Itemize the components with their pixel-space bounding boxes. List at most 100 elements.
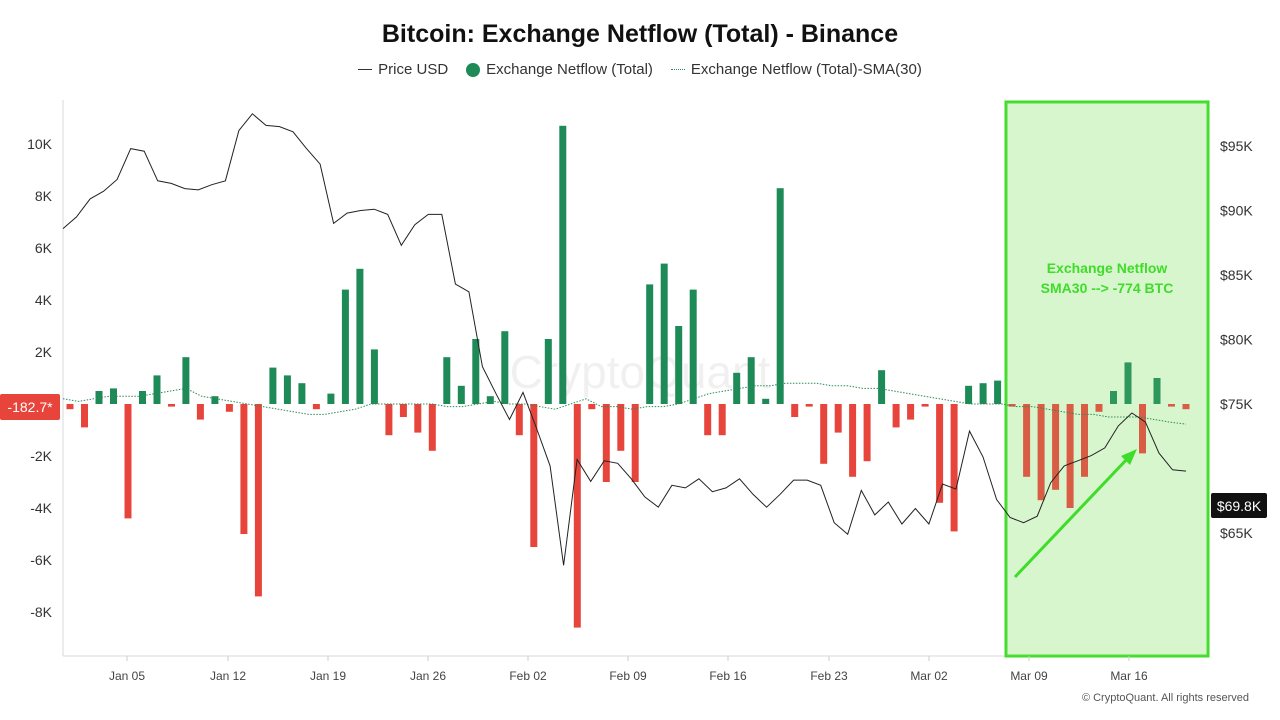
- netflow-bar: [617, 404, 625, 451]
- netflow-bar: [559, 125, 567, 405]
- netflow-bar: [820, 404, 828, 464]
- legend-label-sma: Exchange Netflow (Total)-SMA(30): [690, 61, 922, 78]
- netflow-bar: [704, 404, 712, 436]
- legend-item-sma[interactable]: Exchange Netflow (Total)-SMA(30): [670, 61, 922, 78]
- netflow-bar: [399, 404, 407, 417]
- netflow-bar: [472, 339, 480, 404]
- x-tick-label: Jan 12: [210, 669, 246, 683]
- netflow-bar: [139, 391, 146, 404]
- netflow-bar: [675, 326, 683, 404]
- netflow-bar: [950, 404, 958, 532]
- netflow-bar: [81, 404, 88, 428]
- netflow-bar: [312, 404, 320, 410]
- x-tick-label: Jan 05: [109, 669, 145, 683]
- x-tick-label: Mar 02: [910, 669, 948, 683]
- netflow-bar: [370, 349, 378, 404]
- netflow-bar: [124, 404, 132, 519]
- netflow-bar: [515, 404, 523, 436]
- netflow-bar: [298, 383, 306, 404]
- legend-label-netflow: Exchange Netflow (Total): [486, 61, 653, 78]
- netflow-bar: [762, 398, 770, 404]
- annotation-arrow-shaft: [1013, 456, 1130, 579]
- netflow-bar: [544, 339, 552, 404]
- current-netflow-marker-bg: [0, 394, 60, 420]
- annotation-line-2: SMA30 --> -774 BTC: [1041, 280, 1174, 296]
- y-right-tick-label: $65K: [1220, 525, 1253, 541]
- netflow-bar: [979, 383, 987, 404]
- netflow-bar: [211, 396, 219, 404]
- sma-line: [62, 382, 1187, 425]
- y-right-tick-label: $95K: [1220, 138, 1253, 154]
- dot-icon: [466, 62, 481, 77]
- netflow-bar: [1124, 362, 1132, 404]
- netflow-bar: [356, 268, 364, 404]
- netflow-bar: [196, 404, 204, 420]
- y-left-tick-label: 10K: [27, 136, 53, 152]
- netflow-bar: [805, 404, 813, 407]
- x-tick-label: Feb 09: [609, 669, 647, 683]
- netflow-bar: [1110, 391, 1117, 404]
- netflow-bar: [457, 385, 465, 404]
- netflow-bar: [443, 357, 451, 404]
- netflow-bar: [254, 404, 262, 597]
- netflow-bar: [1037, 404, 1045, 501]
- y-left-tick-label: 2K: [35, 344, 53, 360]
- netflow-bar: [66, 404, 74, 410]
- netflow-bar: [733, 372, 741, 404]
- netflow-bar: [849, 404, 857, 477]
- current-price-marker: $69.8K: [1217, 498, 1262, 514]
- netflow-bar: [153, 375, 161, 404]
- dotted-line-icon: [670, 69, 685, 70]
- netflow-bar: [1095, 404, 1103, 412]
- netflow-bar: [907, 404, 915, 420]
- y-left-tick-label: -6K: [30, 552, 52, 568]
- highlight-region: [1004, 100, 1210, 658]
- netflow-bar: [921, 404, 929, 407]
- y-left-tick-label: 6K: [35, 240, 53, 256]
- netflow-bar: [1182, 404, 1190, 410]
- netflow-bar: [791, 404, 799, 417]
- x-tick-label: Jan 19: [310, 669, 346, 683]
- y-left-tick-label: 4K: [35, 292, 53, 308]
- legend-item-netflow[interactable]: Exchange Netflow (Total): [466, 61, 653, 78]
- x-tick-label: Jan 26: [410, 669, 446, 683]
- y-left-tick-label: -8K: [30, 604, 52, 620]
- watermark: CryptoQuant: [510, 346, 771, 398]
- netflow-bar: [689, 289, 697, 404]
- annotation-arrow-head: [1121, 449, 1137, 465]
- netflow-bar: [965, 385, 973, 404]
- y-right-tick-label: $85K: [1220, 267, 1253, 283]
- netflow-bar: [834, 404, 842, 433]
- netflow-bar: [863, 404, 871, 462]
- netflow-bar: [646, 284, 654, 404]
- netflow-bar: [878, 370, 886, 404]
- netflow-bar: [385, 404, 393, 436]
- netflow-bar: [602, 404, 610, 482]
- netflow-bar: [414, 404, 422, 433]
- netflow-bar: [1066, 404, 1074, 508]
- netflow-bar: [718, 404, 726, 436]
- netflow-bar: [631, 404, 639, 482]
- netflow-bar: [573, 404, 581, 628]
- netflow-bar: [530, 404, 538, 547]
- price-line: [62, 113, 1187, 566]
- y-right-tick-label: $75K: [1220, 396, 1253, 412]
- netflow-bar: [1139, 404, 1146, 454]
- netflow-bar: [327, 393, 335, 404]
- netflow-bar: [1052, 404, 1060, 490]
- netflow-bar: [168, 404, 175, 407]
- y-left-tick-label: -4K: [30, 500, 52, 516]
- annotation-line-1: Exchange Netflow: [1047, 260, 1168, 276]
- netflow-bar: [341, 289, 349, 404]
- y-left-tick-label: -2K: [30, 448, 52, 464]
- netflow-bar: [182, 357, 190, 404]
- x-tick-label: Feb 02: [509, 669, 547, 683]
- netflow-bar: [269, 367, 277, 404]
- y-right-tick-label: $80K: [1220, 332, 1253, 348]
- netflow-bar: [1008, 404, 1016, 407]
- legend-item-price[interactable]: Price USD: [358, 61, 448, 78]
- x-tick-label: Mar 09: [1010, 669, 1048, 683]
- netflow-bar: [486, 396, 494, 404]
- line-icon: [358, 69, 373, 70]
